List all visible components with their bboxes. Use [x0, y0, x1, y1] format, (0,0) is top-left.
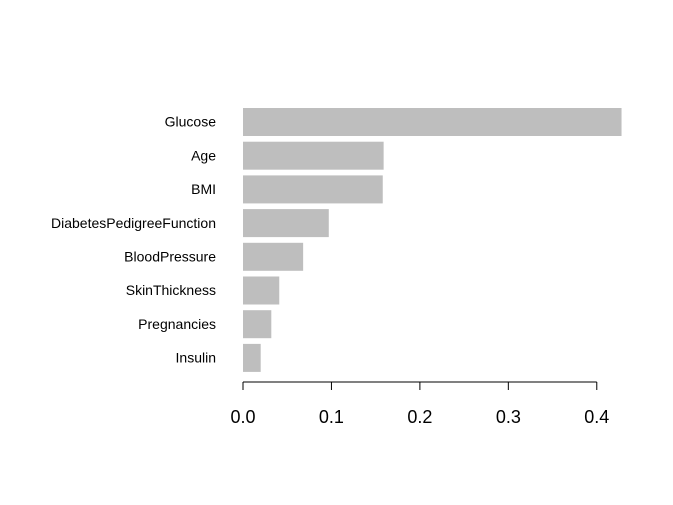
bar: [243, 343, 261, 372]
bar: [243, 310, 272, 339]
bar: [243, 276, 280, 305]
bar: [243, 141, 384, 170]
bar: [243, 108, 622, 136]
x-tick-label: 0.0: [230, 407, 255, 427]
category-label: Insulin: [176, 350, 216, 366]
category-label: BloodPressure: [124, 249, 216, 265]
bar: [243, 242, 304, 271]
category-label: DiabetesPedigreeFunction: [51, 215, 216, 231]
category-label: Glucose: [165, 114, 217, 130]
x-tick-label: 0.4: [584, 407, 609, 427]
bar: [243, 209, 329, 238]
category-label: SkinThickness: [126, 282, 216, 298]
x-tick-label: 0.1: [319, 407, 344, 427]
category-label: BMI: [191, 181, 216, 197]
category-label: Age: [191, 147, 216, 163]
bar: [243, 175, 383, 204]
x-tick-label: 0.3: [496, 407, 521, 427]
category-label: Pregnancies: [138, 316, 216, 332]
x-tick-label: 0.2: [407, 407, 432, 427]
